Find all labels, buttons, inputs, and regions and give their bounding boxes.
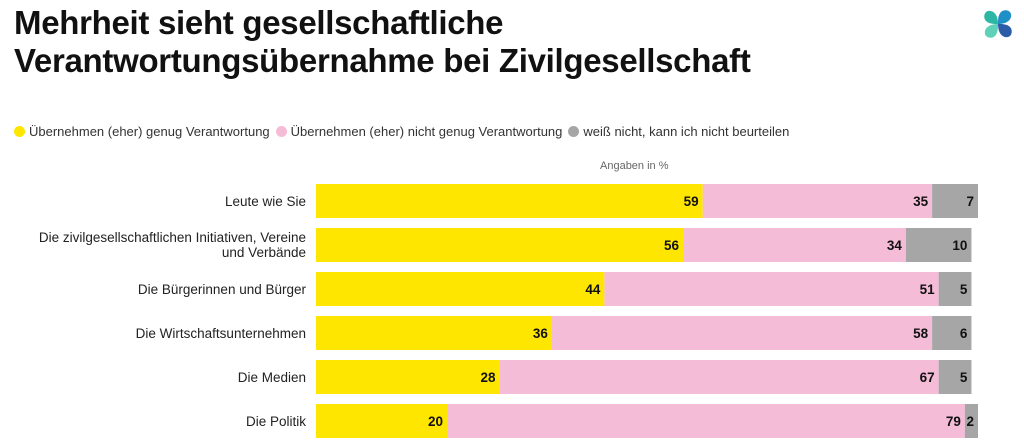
bar-segment-no — [447, 404, 965, 438]
bar-segment-no — [702, 184, 933, 218]
unit-label: Angaben in % — [600, 160, 669, 172]
data-label-yes: 44 — [585, 282, 601, 297]
category-label: Die Politik — [246, 414, 306, 429]
logo-petal-top-right — [998, 10, 1012, 24]
bar-segment-unknown — [932, 184, 978, 218]
data-label-no: 51 — [920, 282, 936, 297]
bar-segment-no — [604, 272, 939, 306]
legend-label-yes: Übernehmen (eher) genug Verantwortung — [29, 124, 270, 139]
data-label-yes: 36 — [533, 326, 549, 341]
stacked-bar-chart: Leute wie Sie 59 35 7 Die zivilgesellschaftl… — [39, 184, 978, 438]
data-label-no: 35 — [913, 194, 929, 209]
legend-swatch-no — [275, 126, 287, 137]
category-label: Die Medien — [238, 370, 306, 385]
category-label: Leute wie Sie — [225, 194, 306, 209]
data-label-yes: 56 — [664, 238, 680, 253]
bar-segment-yes — [316, 184, 703, 218]
legend-item-no: Übernehmen (eher) nicht genug Verantwort… — [275, 124, 563, 139]
legend-item-yes: Übernehmen (eher) genug Verantwortung — [14, 124, 270, 139]
bar-segment-yes — [316, 404, 448, 438]
bar-segment-yes — [316, 228, 684, 262]
category-label: Die Bürgerinnen und Bürger — [138, 282, 307, 297]
four-petal-logo-icon — [984, 10, 1012, 38]
logo-petal-top-left — [984, 10, 998, 24]
legend: Übernehmen (eher) genug Verantwortung Üb… — [14, 124, 1014, 139]
legend-label-unknown: weiß nicht, kann ich nicht beurteilen — [583, 124, 790, 139]
chart-title-line-2: Verantwortungsübernahme bei Zivilgesells… — [14, 42, 751, 79]
category-label: Die zivilgesellschaftlichen Initiativen,… — [39, 230, 306, 260]
chart-title-line-1: Mehrheit sieht gesellschaftliche — [14, 4, 504, 41]
bar-segment-unknown — [938, 360, 972, 394]
legend-label-no: Übernehmen (eher) nicht genug Verantwort… — [290, 124, 563, 139]
bar-segment-no — [551, 316, 933, 350]
bar-segment-yes — [316, 360, 500, 394]
logo-petal-bottom-left — [984, 24, 998, 38]
bar-segment-yes — [316, 272, 605, 306]
data-label-unknown: 6 — [960, 326, 968, 341]
chart-title: Mehrheit sieht gesellschaftliche Verantw… — [14, 4, 914, 80]
data-label-unknown: 7 — [966, 194, 974, 209]
data-label-unknown: 10 — [952, 238, 967, 253]
bar-segment-no — [499, 360, 939, 394]
data-label-no: 34 — [887, 238, 903, 253]
logo-petal-bottom-right — [998, 24, 1012, 38]
bar-segment-unknown — [964, 404, 978, 438]
bar-segment-yes — [316, 316, 552, 350]
data-label-no: 79 — [946, 414, 961, 429]
category-label: Die Wirtschaftsunternehmen — [136, 326, 306, 341]
data-label-no: 58 — [913, 326, 929, 341]
bar-segment-unknown — [932, 316, 972, 350]
data-label-yes: 20 — [428, 414, 443, 429]
legend-item-unknown: weiß nicht, kann ich nicht beurteilen — [568, 124, 789, 139]
bar-segment-unknown — [905, 228, 972, 262]
data-label-yes: 59 — [684, 194, 699, 209]
legend-swatch-yes — [14, 126, 25, 137]
legend-swatch-unknown — [568, 126, 580, 137]
data-label-yes: 28 — [480, 370, 496, 385]
bar-segment-no — [683, 228, 906, 262]
data-label-unknown: 5 — [960, 370, 968, 385]
data-label-unknown: 2 — [966, 414, 974, 429]
data-label-no: 67 — [920, 370, 935, 385]
bar-segment-unknown — [938, 272, 972, 306]
data-label-unknown: 5 — [960, 282, 968, 297]
